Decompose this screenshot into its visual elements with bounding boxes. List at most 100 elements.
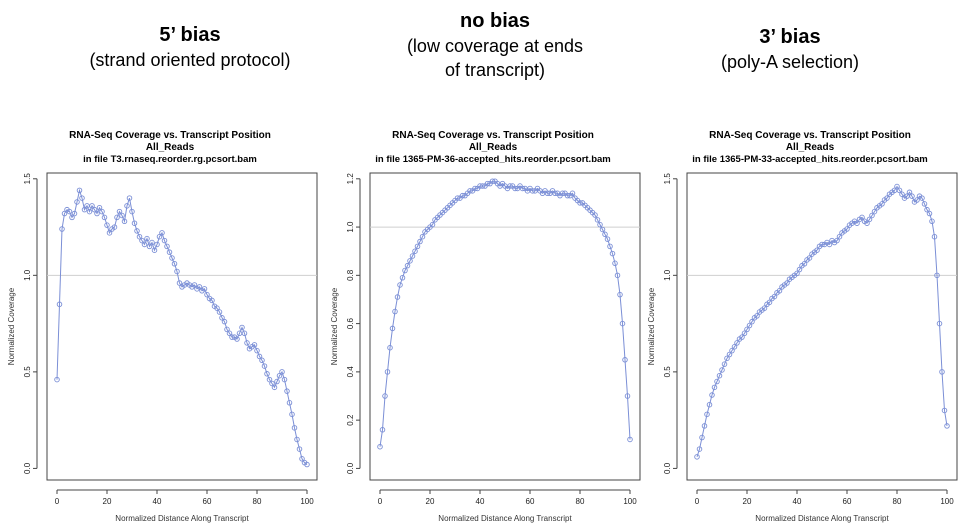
chart-title: RNA-Seq Coverage vs. Transcript Position — [392, 130, 594, 141]
data-point — [714, 378, 720, 385]
data-point — [91, 206, 98, 213]
data-point — [154, 241, 160, 248]
y-tick-label: 0.4 — [346, 366, 355, 378]
data-point — [141, 241, 148, 248]
data-point — [472, 185, 478, 192]
data-point — [941, 407, 948, 414]
y-tick-label: 0.0 — [346, 462, 355, 474]
data-point — [739, 334, 745, 340]
data-point — [744, 326, 750, 333]
data-point — [796, 266, 803, 273]
x-tick-label: 60 — [203, 497, 212, 506]
data-point — [219, 315, 225, 321]
data-point — [924, 206, 930, 213]
data-point — [871, 208, 878, 215]
x-tick-label: 80 — [253, 497, 262, 506]
data-point — [884, 195, 890, 201]
data-point — [906, 189, 913, 196]
x-axis-label: Normalized Distance Along Transcript — [438, 514, 572, 523]
data-point — [284, 388, 290, 394]
chart-subtitle: All_Reads — [469, 142, 518, 153]
data-point — [724, 355, 730, 362]
y-tick-label: 0.6 — [346, 317, 355, 329]
data-point — [169, 255, 175, 261]
x-tick-label: 40 — [153, 497, 162, 506]
chart-subtitle: All_Reads — [146, 142, 195, 153]
data-point — [699, 434, 705, 441]
data-point — [864, 220, 870, 226]
data-point — [899, 191, 905, 197]
data-point — [844, 226, 850, 232]
data-point — [869, 212, 875, 219]
data-point — [854, 220, 860, 226]
coverage-chart-no-bias: RNA-Seq Coverage vs. Transcript Position… — [330, 130, 641, 523]
data-point — [146, 243, 153, 250]
data-point — [139, 237, 145, 244]
data-point — [294, 436, 300, 443]
data-point — [56, 301, 63, 308]
y-tick-label: 0.0 — [23, 462, 32, 474]
data-point — [71, 210, 78, 217]
data-point — [704, 411, 710, 418]
data-point — [819, 241, 825, 248]
data-point — [304, 461, 310, 468]
data-point — [939, 369, 945, 375]
data-point — [599, 226, 606, 233]
data-point — [896, 187, 903, 194]
data-point — [161, 237, 168, 244]
x-tick-label: 20 — [426, 497, 435, 506]
data-point — [412, 248, 418, 254]
data-point — [399, 274, 406, 281]
x-tick-label: 20 — [103, 497, 112, 506]
x-tick-label: 40 — [476, 497, 485, 506]
data-point — [397, 282, 403, 288]
data-point — [171, 260, 178, 267]
data-point — [934, 272, 940, 279]
data-point — [746, 322, 753, 329]
data-point — [216, 309, 223, 315]
data-point — [909, 193, 915, 199]
data-point — [131, 220, 138, 226]
coverage-line — [56, 188, 308, 465]
data-point — [387, 344, 393, 351]
data-point — [776, 288, 783, 294]
chart-file-label: in file 1365-PM-33-accepted_hits.reorder… — [692, 154, 927, 165]
data-point — [144, 235, 150, 242]
data-point — [726, 351, 733, 358]
data-point — [191, 282, 198, 288]
chart-title: RNA-Seq Coverage vs. Transcript Position — [709, 130, 911, 141]
data-point — [136, 233, 143, 240]
data-point — [754, 313, 760, 319]
data-point — [609, 250, 616, 257]
data-point — [54, 376, 60, 383]
data-point — [96, 205, 103, 211]
data-point — [734, 340, 740, 346]
data-point — [617, 291, 623, 298]
data-point — [134, 228, 140, 234]
data-point — [709, 392, 715, 398]
x-tick-label: 100 — [623, 497, 637, 506]
data-point — [602, 231, 608, 238]
data-point — [106, 230, 113, 236]
data-point — [261, 363, 268, 369]
plot-frame — [369, 172, 641, 481]
data-point — [719, 367, 725, 373]
data-point — [196, 284, 203, 290]
data-point — [279, 369, 285, 375]
y-axis-label: Normalized Coverage — [330, 287, 339, 365]
data-point — [271, 384, 278, 391]
data-point — [214, 305, 220, 311]
data-point — [402, 267, 408, 274]
data-point — [569, 190, 576, 197]
data-point — [622, 357, 628, 363]
data-point — [114, 214, 120, 221]
data-point — [164, 243, 170, 250]
chart-file-label: in file T3.rnaseq.reorder.rg.pcsort.bam — [83, 154, 257, 165]
data-point — [706, 401, 713, 408]
data-point — [234, 336, 240, 342]
y-tick-label: 1.0 — [23, 269, 32, 281]
data-point — [156, 233, 163, 240]
data-point — [94, 210, 100, 217]
data-point — [721, 361, 728, 367]
data-point — [104, 222, 110, 228]
